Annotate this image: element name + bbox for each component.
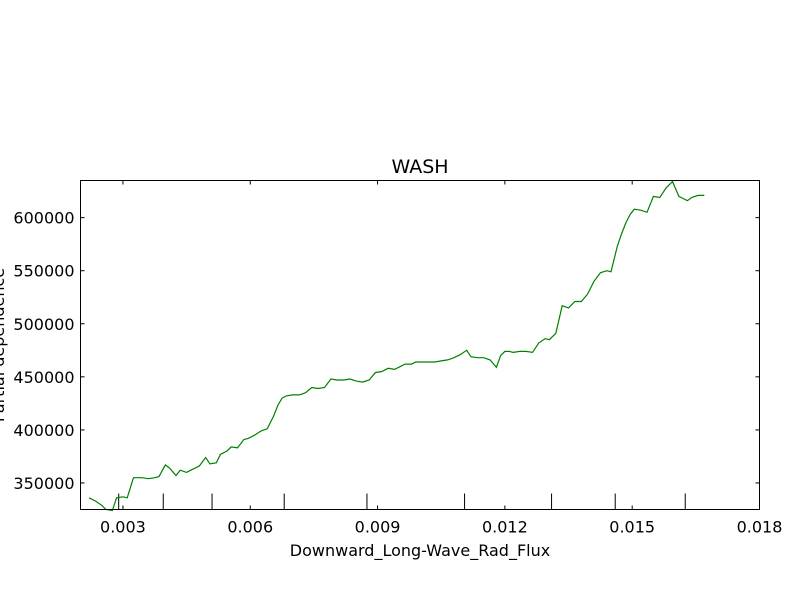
x-tick-label: 0.003	[100, 518, 146, 537]
x-tick-label: 0.009	[355, 518, 401, 537]
plot-frame	[80, 180, 760, 510]
x-axis-title: Downward_Long-Wave_Rad_Flux	[290, 541, 550, 561]
y-tick-label: 550000	[13, 262, 74, 281]
y-tick-label: 600000	[13, 209, 74, 228]
rug-ticks	[118, 493, 686, 510]
y-tick-label: 400000	[13, 421, 74, 440]
series-line	[88, 180, 705, 512]
x-tick-label: 0.012	[482, 518, 528, 537]
x-tick-label: 0.015	[609, 518, 655, 537]
x-tick-label: 0.006	[227, 518, 273, 537]
y-tick-label: 450000	[13, 368, 74, 387]
y-axis: 350000 400000 450000 500000 550000 600000	[13, 209, 760, 493]
y-tick-label: 500000	[13, 315, 74, 334]
x-axis: 0.003 0.006 0.009 0.012 0.015 0.018	[100, 180, 783, 537]
chart-title: WASH	[391, 156, 448, 178]
y-axis-title: Partial dependence	[0, 268, 8, 422]
y-tick-label: 350000	[13, 474, 74, 493]
x-tick-label: 0.018	[737, 518, 783, 537]
